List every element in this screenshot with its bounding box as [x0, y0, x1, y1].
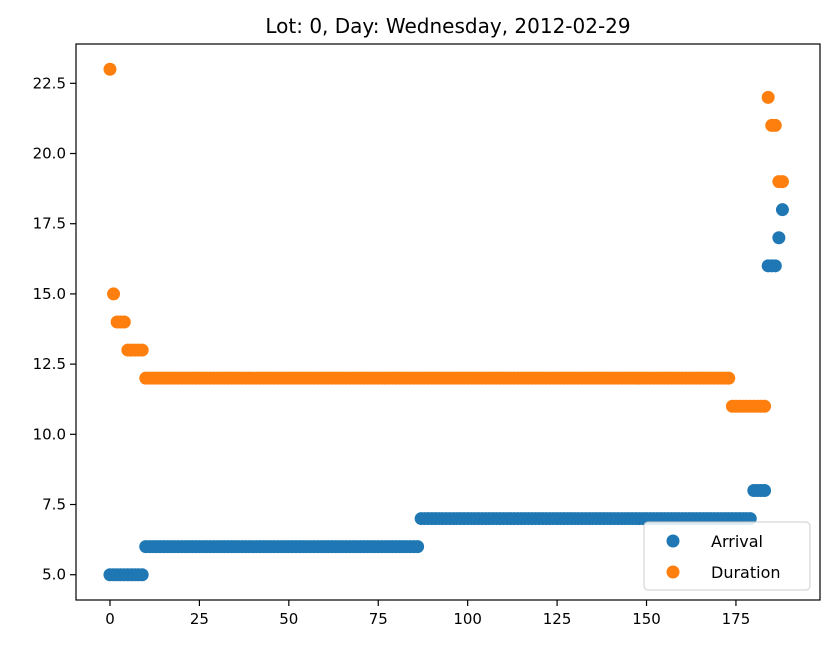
- point-duration: [107, 287, 121, 301]
- y-tick-label: 20.0: [33, 145, 66, 163]
- point-arrival: [772, 231, 786, 245]
- point-duration: [775, 175, 789, 189]
- legend-box: [643, 521, 811, 591]
- legend-marker-duration: [666, 565, 680, 579]
- y-tick-label: 15.0: [33, 285, 66, 303]
- chart-title: Lot: 0, Day: Wednesday, 2012-02-29: [265, 14, 630, 38]
- point-duration: [117, 315, 131, 329]
- point-duration: [758, 399, 772, 413]
- legend-label-arrival: Arrival: [711, 532, 763, 551]
- x-tick-label: 100: [453, 610, 482, 628]
- point-arrival: [135, 568, 149, 582]
- point-arrival: [758, 483, 772, 497]
- y-tick-label: 12.5: [33, 355, 66, 373]
- y-tick-label: 5.0: [42, 566, 66, 584]
- point-arrival: [775, 203, 789, 217]
- point-arrival: [768, 259, 782, 273]
- y-tick-label: 22.5: [33, 74, 66, 92]
- x-tick-label: 25: [190, 610, 209, 628]
- point-duration: [135, 343, 149, 357]
- y-tick-label: 17.5: [33, 215, 66, 233]
- x-tick-label: 175: [722, 610, 751, 628]
- x-tick-label: 50: [279, 610, 298, 628]
- point-duration: [768, 118, 782, 132]
- legend-label-duration: Duration: [711, 563, 781, 582]
- x-tick-label: 75: [369, 610, 388, 628]
- legend: Arrival Duration: [643, 521, 811, 591]
- data-points: [103, 62, 789, 582]
- y-axis: 5.0 7.5 10.0 12.5 15.0 17.5 20.0 22.5: [33, 74, 76, 584]
- point-duration: [722, 371, 736, 385]
- x-tick-label: 150: [632, 610, 661, 628]
- point-duration: [103, 62, 117, 76]
- legend-marker-arrival: [666, 534, 680, 548]
- x-tick-label: 0: [105, 610, 115, 628]
- y-tick-label: 7.5: [42, 496, 66, 514]
- point-duration: [761, 90, 775, 104]
- y-tick-label: 10.0: [33, 425, 66, 443]
- x-axis: 0 25 50 75 100 125 150 175: [105, 600, 750, 628]
- plot-frame: [75, 43, 821, 601]
- x-tick-label: 125: [543, 610, 572, 628]
- point-arrival: [411, 540, 425, 554]
